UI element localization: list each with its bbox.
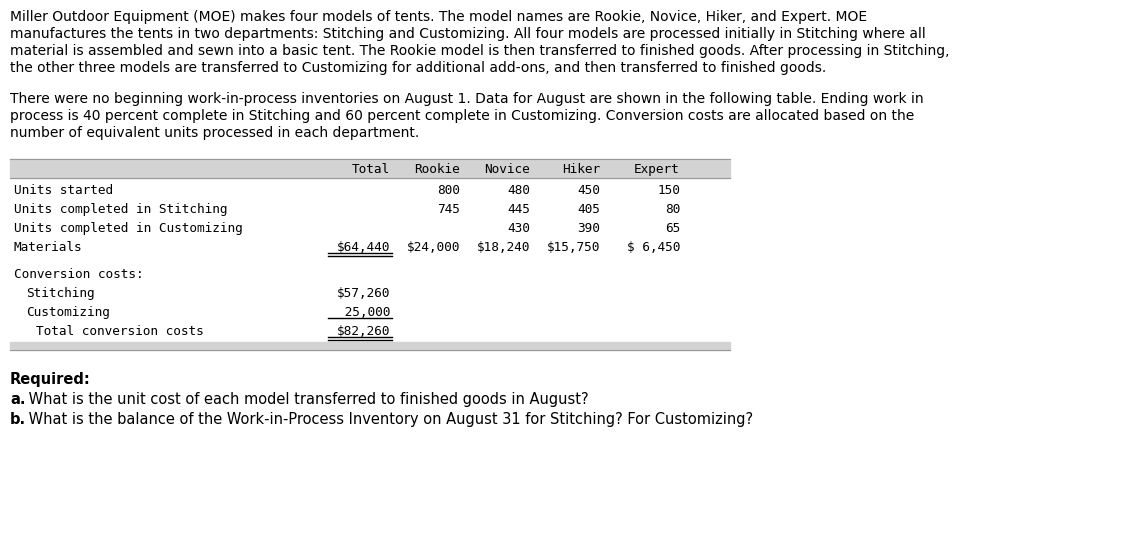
Text: $82,260: $82,260 xyxy=(337,325,390,338)
Text: 800: 800 xyxy=(437,184,460,197)
Text: 430: 430 xyxy=(508,222,530,235)
Text: Rookie: Rookie xyxy=(414,163,460,176)
Text: $24,000: $24,000 xyxy=(406,241,460,254)
Text: 80: 80 xyxy=(665,203,681,216)
Text: $18,240: $18,240 xyxy=(477,241,530,254)
Text: Materials: Materials xyxy=(14,241,83,254)
Text: Units completed in Stitching: Units completed in Stitching xyxy=(14,203,228,216)
Text: 450: 450 xyxy=(577,184,600,197)
Text: $15,750: $15,750 xyxy=(546,241,600,254)
Text: Total: Total xyxy=(352,163,390,176)
Text: Stitching: Stitching xyxy=(26,287,94,300)
Text: 390: 390 xyxy=(577,222,600,235)
Text: Required:: Required: xyxy=(10,372,91,387)
Text: There were no beginning work-in-process inventories on August 1. Data for August: There were no beginning work-in-process … xyxy=(10,92,924,106)
Text: 150: 150 xyxy=(657,184,681,197)
Text: 745: 745 xyxy=(437,203,460,216)
Text: $ 6,450: $ 6,450 xyxy=(627,241,681,254)
Text: Miller Outdoor Equipment (MOE) makes four models of tents. The model names are R: Miller Outdoor Equipment (MOE) makes fou… xyxy=(10,10,867,24)
Text: Expert: Expert xyxy=(634,163,681,176)
Text: b.: b. xyxy=(10,412,26,427)
Text: Units completed in Customizing: Units completed in Customizing xyxy=(14,222,242,235)
Bar xyxy=(10,159,729,178)
Text: Novice: Novice xyxy=(485,163,530,176)
Text: Hiker: Hiker xyxy=(562,163,600,176)
Text: process is 40 percent complete in Stitching and 60 percent complete in Customizi: process is 40 percent complete in Stitch… xyxy=(10,109,914,123)
Text: 445: 445 xyxy=(508,203,530,216)
Text: 405: 405 xyxy=(577,203,600,216)
Text: the other three models are transferred to Customizing for additional add-ons, an: the other three models are transferred t… xyxy=(10,61,826,75)
Text: 65: 65 xyxy=(665,222,681,235)
Text: material is assembled and sewn into a basic tent. The Rookie model is then trans: material is assembled and sewn into a ba… xyxy=(10,44,949,58)
Bar xyxy=(10,342,729,350)
Text: 480: 480 xyxy=(508,184,530,197)
Text: What is the balance of the Work-in-Process Inventory on August 31 for Stitching?: What is the balance of the Work-in-Proce… xyxy=(24,412,753,427)
Text: number of equivalent units processed in each department.: number of equivalent units processed in … xyxy=(10,126,419,140)
Text: Units started: Units started xyxy=(14,184,113,197)
Text: $64,440: $64,440 xyxy=(337,241,390,254)
Text: What is the unit cost of each model transferred to finished goods in August?: What is the unit cost of each model tran… xyxy=(24,392,588,407)
Text: a.: a. xyxy=(10,392,25,407)
Text: Customizing: Customizing xyxy=(26,306,110,319)
Text: Total conversion costs: Total conversion costs xyxy=(36,325,204,338)
Text: manufactures the tents in two departments: Stitching and Customizing. All four m: manufactures the tents in two department… xyxy=(10,27,925,41)
Text: Conversion costs:: Conversion costs: xyxy=(14,268,143,281)
Text: 25,000: 25,000 xyxy=(337,306,390,319)
Text: $57,260: $57,260 xyxy=(337,287,390,300)
